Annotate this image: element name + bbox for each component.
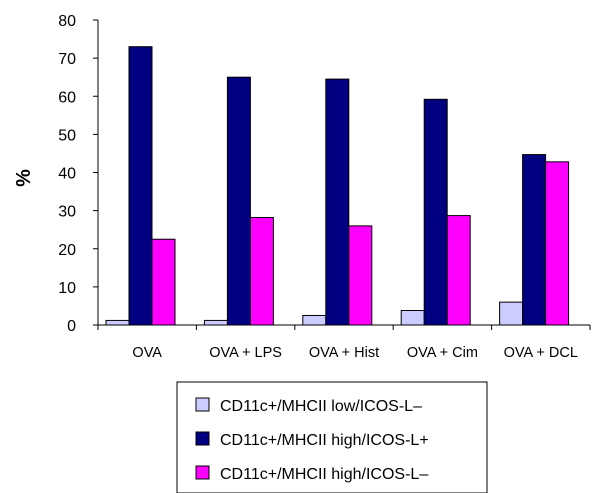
x-tick-label: OVA + LPS bbox=[209, 345, 282, 361]
legend-swatch bbox=[195, 431, 210, 446]
y-tick-label: 50 bbox=[58, 127, 76, 144]
y-tick-label: 60 bbox=[58, 89, 76, 106]
bar-3-4 bbox=[446, 215, 471, 326]
bar-3-5 bbox=[545, 161, 570, 326]
y-tick-label: 70 bbox=[58, 51, 76, 68]
category-labels: OVA OVA + LPS OVA + Hist OVA + Cim OVA + DCL bbox=[132, 345, 578, 361]
bar-2-1 bbox=[128, 46, 153, 326]
legend-label: CD11c+/MHCII low/ICOS-L– bbox=[220, 398, 422, 415]
y-tick-label: 30 bbox=[58, 204, 76, 221]
bar-1-2 bbox=[203, 319, 228, 326]
legend-swatch bbox=[195, 397, 210, 412]
legend-swatch bbox=[195, 465, 210, 480]
legend-box bbox=[176, 381, 488, 493]
legend-label: CD11c+/MHCII high/ICOS-L+ bbox=[220, 432, 429, 449]
bar-2-2 bbox=[226, 76, 251, 326]
x-tick-label: OVA + Cim bbox=[407, 345, 478, 361]
y-ticks: 0 10 20 30 40 50 60 70 80 bbox=[58, 13, 98, 335]
bar-3-1 bbox=[151, 238, 176, 326]
legend-label: CD11c+/MHCII high/ICOS-L– bbox=[220, 466, 428, 483]
bars bbox=[105, 46, 570, 326]
bar-1-3 bbox=[302, 314, 327, 326]
bar-1-4 bbox=[400, 310, 425, 326]
y-tick-label: 0 bbox=[67, 318, 76, 335]
y-axis-label: % bbox=[13, 169, 35, 187]
bar-3-3 bbox=[348, 225, 373, 326]
bar-2-5 bbox=[522, 154, 547, 326]
x-tick-label: OVA + Hist bbox=[309, 345, 379, 361]
y-tick-label: 10 bbox=[58, 280, 76, 297]
bar-3-2 bbox=[249, 216, 274, 326]
bar-2-4 bbox=[423, 98, 448, 326]
bar-2-3 bbox=[325, 78, 350, 326]
legend: CD11c+/MHCII low/ICOS-L– CD11c+/MHCII hig… bbox=[176, 381, 488, 493]
y-tick-label: 80 bbox=[58, 13, 76, 30]
y-tick-label: 20 bbox=[58, 242, 76, 259]
x-ticks bbox=[97, 325, 591, 330]
bar-1-5 bbox=[499, 301, 524, 326]
y-tick-label: 40 bbox=[58, 166, 76, 183]
x-tick-label: OVA + DCL bbox=[504, 345, 578, 361]
x-tick-label: OVA bbox=[132, 345, 162, 361]
bar-1-1 bbox=[105, 319, 130, 326]
